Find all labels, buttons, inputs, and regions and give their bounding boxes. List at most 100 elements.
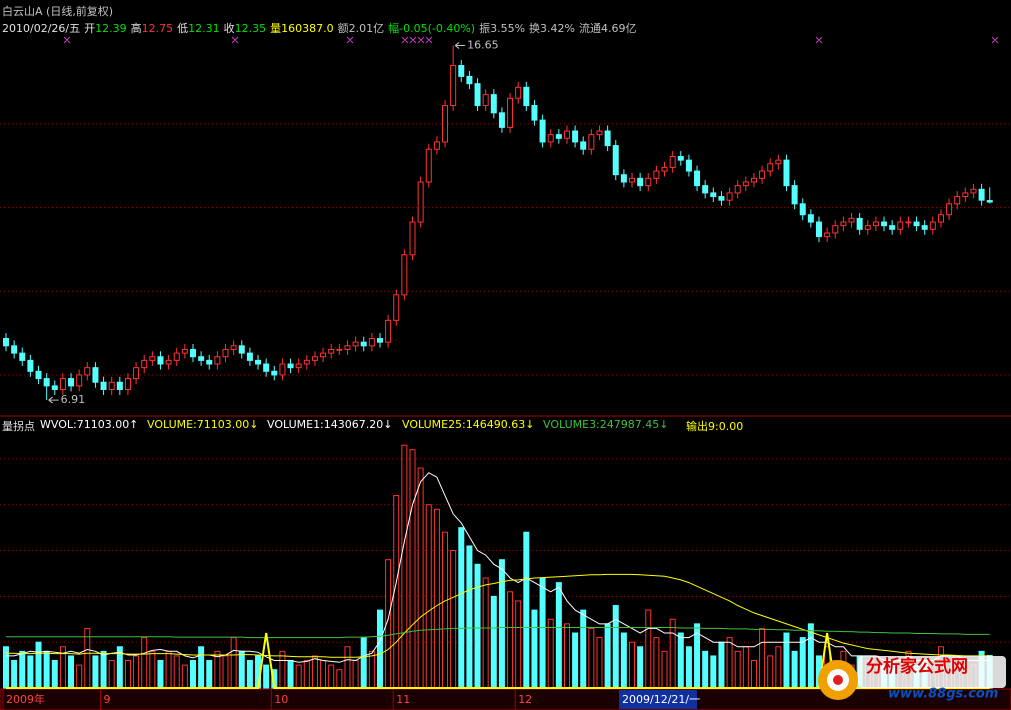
candle-body [742,181,749,187]
candle-body [962,192,969,198]
candle-body [848,217,855,223]
candle-body [133,367,140,380]
annotation-label: 6.91 [61,393,86,406]
watermark-name: 分析家公式网 [866,656,968,677]
volume-bar [783,632,790,689]
high-label: 高 [130,22,142,35]
volume-bar [498,559,505,689]
candle-body [791,185,798,205]
date: 2010/02/26/五 [2,22,81,35]
candle-body [255,359,262,365]
candle-body [937,214,944,223]
candle-body [637,177,644,187]
candle-body [311,356,318,361]
candle-body [59,378,66,391]
x-tick-label: 9 [104,693,111,706]
volume-bar [328,664,335,689]
volume-bar [482,577,489,689]
candle-body [433,141,440,150]
candle-body [547,134,554,143]
candle-body [43,378,50,387]
candle-body [51,385,58,391]
candle-body [897,221,904,230]
candle-body [92,367,99,383]
stock-title: 白云山A (日线,前复权) [2,5,114,18]
volume-bar [336,669,343,689]
volume-bar [352,660,359,689]
header-info-line: 2010/02/26/五 开12.39 高12.75 低12.31 收12.35 量160… [2,20,640,36]
candle-body [124,378,131,391]
volume-bar [775,646,782,689]
candle-body [929,221,936,230]
candle-body [35,370,42,380]
volume-bar [157,660,164,689]
candle-body [978,188,985,201]
candle-body [214,356,221,365]
candle-body [360,341,367,347]
cursor-date: 2009/12/21/一 [622,693,700,706]
candle-body [76,374,83,387]
candle-body [165,359,172,365]
volume-bar [791,650,798,689]
volume-bar [149,650,156,689]
volume-bar [320,660,327,689]
candle-body [458,64,465,77]
volume-bar [710,655,717,689]
candle-body [531,105,538,121]
volume-bar [645,609,652,689]
volume-bar [759,627,766,689]
x-tick-label: 2009年 [6,692,45,706]
volume-bar [295,664,302,689]
volume-bar [124,660,131,689]
volume-bar [222,655,229,689]
volume-bar [799,637,806,689]
volume-bar [677,632,684,689]
candle-body [824,232,831,238]
x-axis-strip [0,688,1011,710]
indicator-label: VOLUME3:247987.45↓ [543,418,669,431]
volume-bar [555,582,562,689]
volume-bar [442,531,449,689]
volume-bar [360,637,367,689]
candle-body [19,352,26,361]
candle-body [629,177,636,183]
volume-bar [368,650,375,689]
volume-bar [401,444,408,689]
candle-body [523,86,530,107]
candle-body [100,381,107,391]
volume-bar [604,623,611,689]
candle-body [612,145,619,176]
candle-body [3,338,9,347]
candle-body [710,192,717,198]
candle-body [694,170,701,187]
candle-body [759,170,766,179]
candle-body [588,134,595,150]
signal-markers [63,36,999,44]
watermark-url: www.88gs.com [888,687,998,702]
candle-body [620,174,627,183]
volume-bar [450,550,457,689]
candle-body [726,192,733,201]
candle-body [702,185,709,194]
volume-bar [198,646,205,689]
volume-bar [238,650,245,689]
indicator-title: 量拐点 [2,420,35,433]
volume-bar [515,600,522,689]
candle-body [905,221,912,224]
candle-body [872,221,879,227]
info-item: 振3.55% [479,22,526,35]
candle-body [344,345,351,350]
candle-body [442,105,449,143]
candle-body [970,188,977,194]
candle-body [84,367,91,376]
candle-body [393,294,400,321]
volume-line [6,573,990,658]
candle-body [238,345,245,354]
volume-bar [807,623,814,689]
volume-bar [669,618,676,689]
candle-body [198,356,205,361]
cursor-date-box [619,690,697,709]
candle-body [116,381,123,391]
